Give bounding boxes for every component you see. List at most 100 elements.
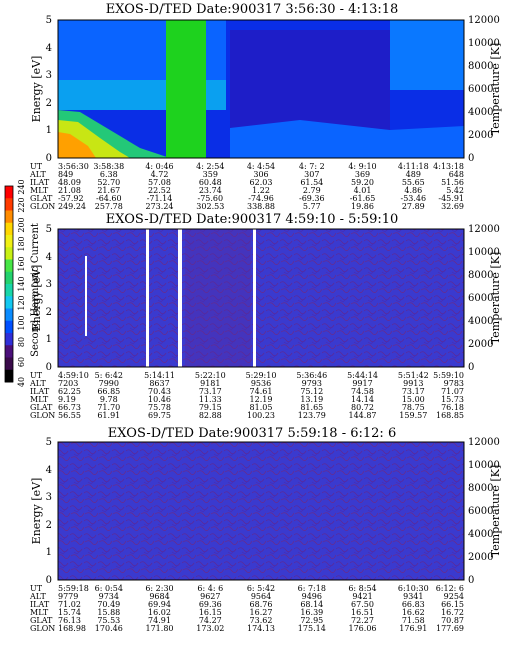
- panel-2-row-label-ut: UT: [30, 371, 43, 380]
- table-cell: 9.19: [58, 395, 76, 404]
- panel-1-row-label-glon: GLON: [30, 202, 55, 211]
- table-cell: 5: 6:42: [95, 371, 123, 380]
- panel-1-row-label-glat: GLAT: [30, 194, 53, 203]
- table-cell: 849: [58, 170, 73, 179]
- panel-1-ytick-3: 3: [46, 70, 52, 81]
- table-cell: 5:59:10: [433, 371, 464, 380]
- panel-1-frame: [57, 19, 465, 159]
- colorbar-segment: [5, 284, 13, 297]
- panel-1-y2label: Temperature [K]: [489, 43, 502, 135]
- table-cell: 302.53: [196, 202, 224, 211]
- panel-3-y2tick-4: 8000: [468, 483, 493, 494]
- table-cell: 16.62: [402, 608, 425, 617]
- table-cell: 51.56: [441, 178, 464, 187]
- table-cell: 168.85: [436, 411, 464, 420]
- panel-3-ytick-0: 0: [46, 575, 52, 586]
- table-cell: -69.36: [299, 194, 325, 203]
- table-cell: 3:56:30: [58, 162, 89, 171]
- panel-2: EXOS-D/TED Date:900317 4:59:10 - 5:59:10…: [29, 212, 502, 420]
- table-cell: 74.61: [250, 387, 273, 396]
- panel-2-ytick-1: 1: [46, 334, 52, 345]
- panel-3-y2tick-2: 4000: [468, 529, 493, 540]
- table-cell: 9779: [58, 592, 78, 601]
- table-cell: 9536: [251, 379, 271, 388]
- table-cell: 80.72: [351, 403, 374, 412]
- panel-2-y2label: Temperature [K]: [489, 252, 502, 344]
- table-cell: 70.49: [97, 600, 120, 609]
- panel-2-y2ticks: 0 2000 4000 6000 8000 10000 12000: [468, 224, 500, 373]
- panel-3-row-label-ut: UT: [30, 584, 43, 593]
- panel-1-ytick-5: 5: [46, 15, 52, 26]
- table-cell: 2.79: [303, 186, 321, 195]
- colorbar-segment: [5, 186, 13, 199]
- colorbar-tick-120: 120: [17, 295, 26, 310]
- table-cell: 5:51:42: [398, 371, 429, 380]
- table-cell: 68.14: [300, 600, 323, 609]
- panel-3-row-label-ilat: ILAT: [30, 600, 50, 609]
- table-cell: -74.96: [248, 194, 274, 203]
- table-cell: 60.48: [199, 178, 222, 187]
- table-cell: 52.70: [97, 178, 120, 187]
- panel-2-y2tick-1: 2000: [468, 339, 493, 350]
- table-cell: 5:59:18: [58, 584, 89, 593]
- table-cell: 76.13: [58, 616, 81, 625]
- panel-3-y2tick-1: 2000: [468, 552, 493, 563]
- table-cell: 7990: [99, 379, 119, 388]
- table-cell: 6: 5:42: [247, 584, 275, 593]
- table-cell: 12.19: [250, 395, 273, 404]
- table-cell: 75.53: [97, 616, 120, 625]
- panel-1-ytick-0: 0: [46, 153, 52, 164]
- table-cell: 306: [253, 170, 268, 179]
- table-cell: 62.25: [58, 387, 81, 396]
- table-cells: 3:56:30 3:58:38 4: 0:46 4: 2:54 4: 4:54 4: 7:…: [58, 162, 464, 633]
- panel-2-yticks: 0 1 2 3 4 5: [46, 224, 52, 373]
- table-cell: 69.75: [148, 411, 171, 420]
- panel-2-ylabel: Energy [eV]: [30, 265, 43, 332]
- colorbar-segment: [5, 320, 13, 334]
- table-cell: 67.50: [351, 600, 374, 609]
- table-cell: 9.78: [100, 395, 118, 404]
- table-cell: -64.60: [96, 194, 122, 203]
- table-cell: 78.75: [402, 403, 425, 412]
- table-cell: 16.72: [441, 608, 464, 617]
- table-cell: 62.03: [250, 178, 273, 187]
- panel-1-ytick-4: 4: [46, 43, 52, 54]
- panel-3-ytick-5: 5: [46, 437, 52, 448]
- panel-3-ytick-3: 3: [46, 492, 52, 503]
- table-cell: 76.18: [441, 403, 464, 412]
- table-cell: 74.91: [148, 616, 171, 625]
- table-cell: 7203: [58, 379, 78, 388]
- panel-1-table: UT ALT ILAT MLT GLAT GLON: [29, 162, 55, 211]
- table-cell: 9734: [99, 592, 119, 601]
- table-cell: 4: 7: 2: [299, 162, 325, 171]
- table-cell: 14.14: [351, 395, 374, 404]
- table-cell: 66.73: [58, 403, 81, 412]
- table-cell: 307: [304, 170, 319, 179]
- panel-1-y2tick-2: 4000: [468, 107, 493, 118]
- table-cell: 144.87: [349, 411, 377, 420]
- colorbar-scale: [5, 186, 13, 383]
- colorbar-tick-100: 100: [17, 315, 26, 330]
- panel-2-y2tick-6: 12000: [468, 224, 500, 235]
- table-cell: 61.91: [97, 411, 120, 420]
- panel-1-ylabel: Energy [eV]: [30, 56, 43, 123]
- table-cell: 5.42: [446, 186, 464, 195]
- table-cell: 71.07: [441, 387, 464, 396]
- panel-3-y2ticks: 0 2000 4000 6000 8000 10000 12000: [468, 437, 500, 586]
- table-cell: 56.55: [58, 411, 81, 420]
- table-cell: 73.62: [250, 616, 273, 625]
- table-cell: 4: 0:46: [145, 162, 173, 171]
- colorbar-segment: [5, 345, 13, 358]
- panel-2-y2tick-5: 10000: [468, 247, 500, 258]
- table-cell: 66.83: [402, 600, 425, 609]
- table-cell: 249.24: [58, 202, 86, 211]
- colorbar-frame: [4, 185, 14, 383]
- panel-3-row-label-glat: GLAT: [30, 616, 53, 625]
- table-cell: 369: [355, 170, 370, 179]
- table-cell: 173.02: [196, 624, 224, 633]
- panel-3-title: EXOS-D/TED Date:900317 5:59:18 - 6:12: 6: [108, 426, 396, 441]
- table-cell: 9181: [200, 379, 220, 388]
- table-cell: 6:10:30: [398, 584, 429, 593]
- panel-1-ytick-2: 2: [46, 98, 52, 109]
- table-cell: 74.58: [351, 387, 374, 396]
